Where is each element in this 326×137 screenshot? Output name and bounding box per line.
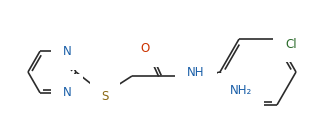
Text: NH₂: NH₂ xyxy=(230,84,252,97)
Text: NH: NH xyxy=(187,65,205,79)
Text: N: N xyxy=(63,45,71,58)
Text: S: S xyxy=(101,89,109,102)
Text: Cl: Cl xyxy=(285,38,297,51)
Text: O: O xyxy=(141,42,150,55)
Text: N: N xyxy=(63,86,71,99)
